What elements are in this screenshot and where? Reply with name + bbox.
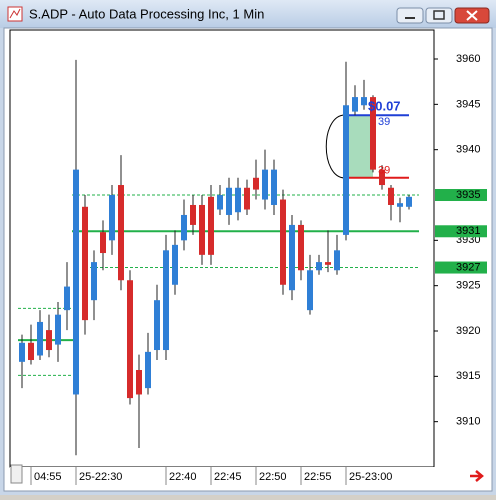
candle-body — [253, 177, 259, 190]
candle-body — [406, 196, 412, 207]
level-price-box — [435, 225, 487, 238]
candle-body — [46, 330, 52, 351]
candle-body — [271, 169, 277, 205]
x-tick-label: 25-23:00 — [349, 471, 392, 483]
candle-body — [280, 199, 286, 285]
candle-body — [109, 195, 115, 241]
candle-body — [118, 185, 124, 281]
scroll-right-arrow[interactable] — [470, 470, 484, 482]
y-tick-label: 3960 — [456, 53, 480, 65]
y-tick-label: 3920 — [456, 325, 480, 337]
candle-body — [100, 232, 106, 254]
candle-body — [217, 195, 223, 210]
candle-body — [298, 224, 304, 271]
trade-range — [346, 115, 373, 178]
candle-body — [361, 97, 367, 106]
candle-body — [73, 169, 79, 395]
candle-body — [208, 196, 214, 255]
trade-profit-label: $0.07 — [368, 99, 401, 114]
x-tick-label: 22:55 — [304, 471, 332, 483]
candle-body — [199, 204, 205, 255]
candle-body — [289, 224, 295, 291]
candle-body — [397, 203, 403, 207]
candle-body — [244, 187, 250, 210]
candle-body — [235, 187, 241, 213]
level-price-box — [435, 261, 487, 274]
candle-body — [127, 280, 133, 399]
candle-body — [19, 342, 25, 362]
minimize-button[interactable] — [396, 7, 424, 24]
candle-body — [91, 262, 97, 301]
candle-body — [154, 300, 160, 351]
candle-body — [145, 351, 151, 389]
candle-body — [64, 286, 70, 311]
app-icon — [7, 6, 23, 22]
y-tick-label: 3945 — [456, 98, 480, 110]
y-tick-label: 3925 — [456, 280, 480, 292]
candle-body — [370, 97, 376, 170]
candle-body — [55, 314, 61, 345]
candle-body — [325, 262, 331, 265]
candle-body — [136, 369, 142, 395]
x-tick-label: 22:45 — [214, 471, 242, 483]
level-price-label: 3931 — [456, 225, 480, 237]
x-tick-label: 25-22:30 — [79, 471, 122, 483]
x-tick-label: 22:40 — [169, 471, 197, 483]
x-tick-label: 04:55 — [34, 471, 62, 483]
y-tick-label: 3915 — [456, 370, 480, 382]
candle-body — [334, 250, 340, 271]
y-tick-label: 3940 — [456, 144, 480, 156]
x-tick-label: 22:50 — [259, 471, 287, 483]
candle-body — [37, 321, 43, 356]
candle-body — [163, 250, 169, 351]
window-title: S.ADP - Auto Data Processing Inc, 1 Min — [29, 6, 264, 21]
trade-exit-label: 39 — [378, 165, 390, 177]
app-icon-glyph — [9, 8, 21, 19]
candle-body — [172, 244, 178, 285]
candle-body — [226, 187, 232, 215]
candle-body — [190, 204, 196, 225]
maximize-button[interactable] — [425, 7, 453, 24]
close-glyph — [466, 10, 478, 21]
y-tick-label: 3910 — [456, 416, 480, 428]
candle-body — [352, 97, 358, 112]
candle-body — [307, 270, 313, 311]
candle-body — [316, 262, 322, 271]
candle-body — [379, 169, 385, 186]
candle-body — [262, 169, 268, 200]
candle-body — [82, 206, 88, 321]
level-price-label: 3927 — [456, 261, 480, 273]
trade-bracket — [325, 114, 346, 179]
scroll-thumb[interactable] — [10, 464, 23, 484]
candle-body — [28, 342, 34, 361]
x-axis-strip — [10, 467, 490, 485]
candle-body — [343, 105, 349, 235]
level-price-box — [435, 189, 487, 202]
maximize-glyph — [433, 10, 445, 20]
trade-entry-label: 39 — [378, 116, 390, 128]
candle-body — [388, 187, 394, 205]
candle-body — [181, 214, 187, 241]
level-price-label: 3935 — [456, 189, 480, 201]
